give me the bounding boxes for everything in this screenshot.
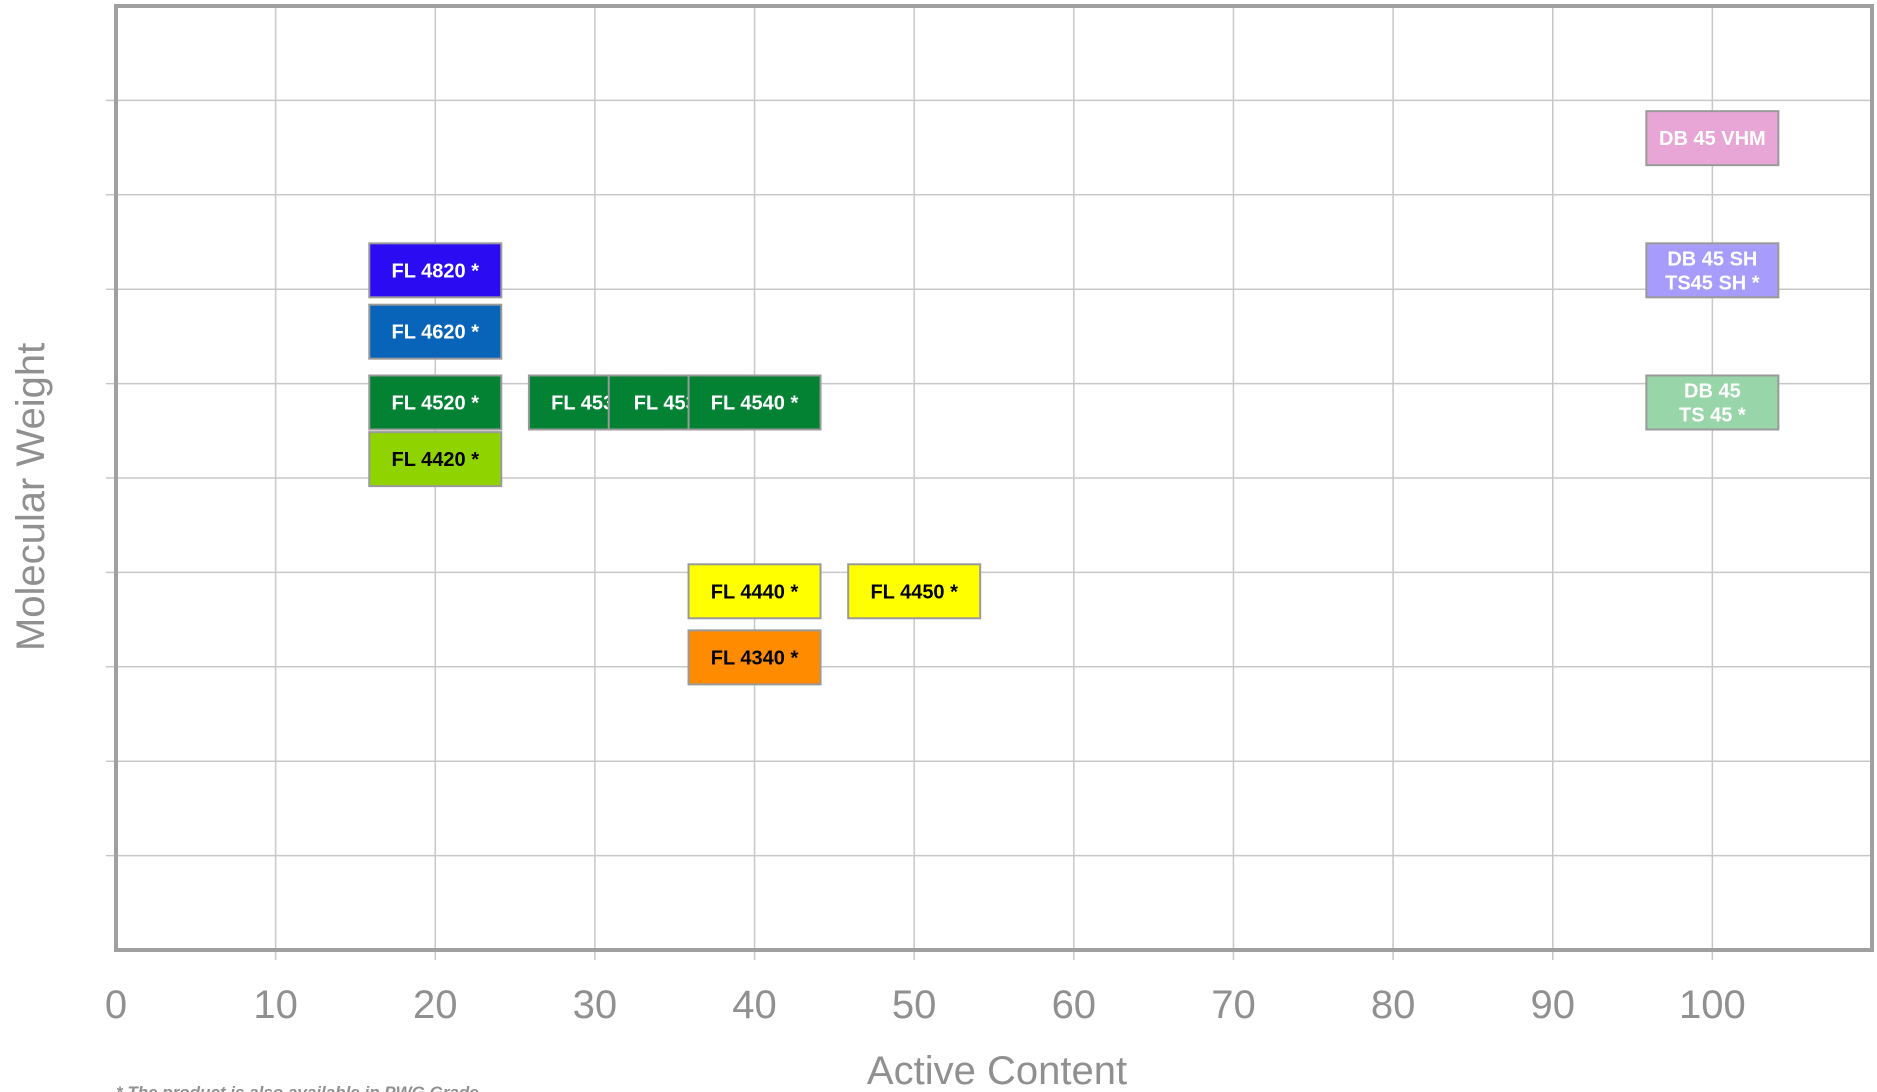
product-box: FL 4340 * <box>687 629 822 686</box>
product-box: FL 4450 * <box>847 563 982 620</box>
x-axis-title: Active Content <box>867 1049 1127 1092</box>
x-tick-label: 80 <box>1371 983 1416 1027</box>
plot-frame <box>114 4 1874 952</box>
product-label: FL 4620 * <box>392 322 480 344</box>
x-tick-label: 60 <box>1052 983 1097 1027</box>
product-box-fill <box>1645 110 1780 167</box>
product-label: DB 45 <box>1684 380 1741 402</box>
product-label: FL 4520 * <box>392 392 480 414</box>
product-label: DB 45 SH <box>1667 248 1757 270</box>
product-box-fill <box>368 303 503 360</box>
product-label: FL 4440 * <box>711 581 799 603</box>
product-label: DB 45 VHM <box>1659 128 1766 150</box>
product-box-fill <box>1645 374 1780 431</box>
product-box-fill <box>687 374 822 431</box>
product-box-fill <box>368 431 503 488</box>
product-box: FL 4820 * <box>368 242 503 299</box>
product-box-fill <box>847 563 982 620</box>
x-tick-label: 100 <box>1679 983 1746 1027</box>
chart-items: FL 4820 * FL 4620 * FL 4520 * FL 4420 * FL 4… <box>368 110 1780 686</box>
product-label: TS45 SH * <box>1665 272 1760 294</box>
product-label: FL 4420 * <box>392 449 480 471</box>
product-box-fill <box>687 629 822 686</box>
product-box: FL 4440 * <box>687 563 822 620</box>
product-box: FL 4620 * <box>368 303 503 360</box>
x-tick-label: 90 <box>1530 983 1575 1027</box>
product-label: FL 4540 * <box>711 392 799 414</box>
x-tick-label: 20 <box>413 983 458 1027</box>
product-box-fill <box>368 242 503 299</box>
product-box-fill <box>687 563 822 620</box>
product-box: DB 45 VHM <box>1645 110 1780 167</box>
x-tick-label: 0 <box>105 983 127 1027</box>
grid <box>106 6 1872 960</box>
product-label: FL 4820 * <box>392 260 480 282</box>
x-tick-label: 40 <box>732 983 777 1027</box>
product-box-fill <box>1645 242 1780 299</box>
y-axis-title: Molecular Weight <box>9 343 53 651</box>
product-box: FL 4520 * <box>368 374 503 431</box>
x-tick-label: 70 <box>1211 983 1256 1027</box>
product-label: FL 4450 * <box>870 581 958 603</box>
product-box: FL 4540 * <box>687 374 822 431</box>
product-label: FL 4340 * <box>711 647 799 669</box>
x-tick-label: 30 <box>573 983 618 1027</box>
product-box: FL 4420 * <box>368 431 503 488</box>
product-box-fill <box>368 374 503 431</box>
footnote: * The product is also available in PWG G… <box>116 1083 479 1092</box>
x-tick-labels: 0 10 20 30 40 50 60 70 80 90 100 <box>105 983 1746 1027</box>
x-tick-label: 50 <box>892 983 937 1027</box>
product-label: TS 45 * <box>1679 404 1746 426</box>
x-tick-label: 10 <box>253 983 298 1027</box>
